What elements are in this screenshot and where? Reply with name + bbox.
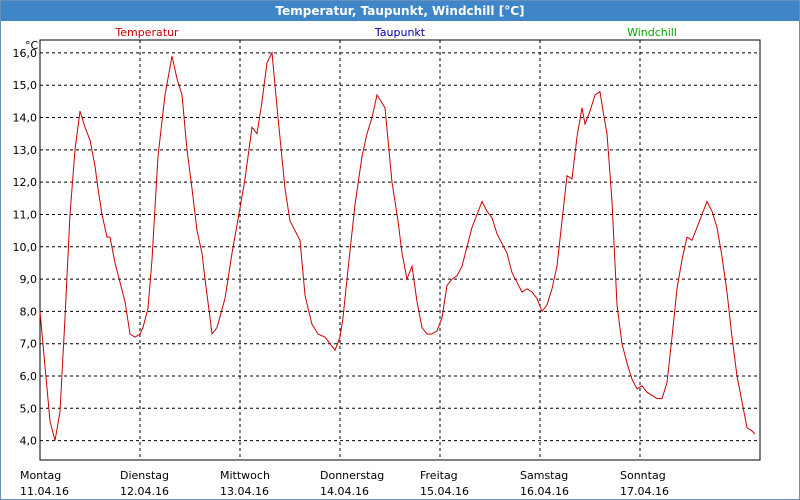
x-day-date: 16.04.16 [520, 485, 569, 498]
x-day-date: 13.04.16 [220, 485, 269, 498]
y-axis-ticks: 4,0 5,0 6,0 7,0 8,0 9,0 10,0 11,0 12,0 13,0 14,0 15… [13, 47, 38, 448]
series-line-temperatur [39, 51, 756, 441]
y-tick-label: 10,0 [13, 241, 38, 254]
legend-taupunkt: Taupunkt [374, 26, 426, 39]
chart-series [39, 51, 756, 441]
x-day-name: Donnerstag [320, 469, 384, 482]
x-day-date: 12.04.16 [120, 485, 169, 498]
y-tick-label: 15,0 [13, 79, 38, 92]
y-tick-label: 6,0 [20, 370, 38, 383]
x-day-date: 15.04.16 [420, 485, 469, 498]
x-day-date: 17.04.16 [620, 485, 669, 498]
x-day-name: Freitag [420, 469, 458, 482]
x-day-date: 11.04.16 [20, 485, 69, 498]
y-tick-label: 12,0 [13, 176, 38, 189]
legend-windchill: Windchill [627, 26, 677, 39]
y-tick-label: 5,0 [20, 402, 38, 415]
y-tick-label: 7,0 [20, 338, 38, 351]
legend-temperatur: Temperatur [114, 26, 179, 39]
x-day-name: Dienstag [120, 469, 169, 482]
chart-grid [40, 40, 760, 460]
y-tick-label: 11,0 [13, 208, 38, 221]
x-day-name: Mittwoch [220, 469, 270, 482]
y-tick-label: 8,0 [20, 305, 38, 318]
y-tick-label: 14,0 [13, 112, 38, 125]
y-tick-label: 9,0 [20, 273, 38, 286]
x-day-date: 14.04.16 [320, 485, 369, 498]
x-axis-days: Montag 11.04.16 Dienstag 12.04.16 Mittwoch 13… [20, 469, 669, 498]
x-day-name: Montag [20, 469, 61, 482]
window-title: Temperatur, Taupunkt, Windchill [°C] [1, 1, 799, 21]
x-day-name: Samstag [520, 469, 568, 482]
plot-frame [39, 39, 761, 461]
y-tick-label: 4,0 [20, 435, 38, 448]
y-tick-label: 16,0 [13, 47, 38, 60]
y-axis-unit: °C [25, 39, 39, 52]
y-tick-label: 13,0 [13, 144, 38, 157]
x-day-name: Sonntag [620, 469, 666, 482]
